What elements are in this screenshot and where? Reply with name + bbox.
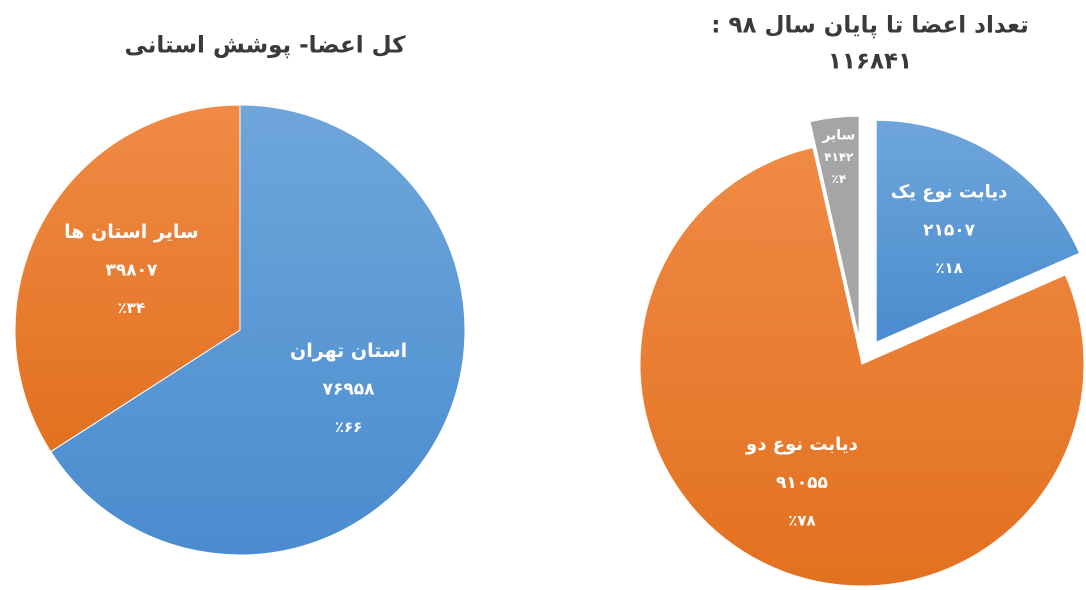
slice-value-label: ۷۶۹۵۸ xyxy=(323,379,376,399)
slice-label: دیابت نوع یک xyxy=(891,182,1008,203)
slice-percent-label: ٪۴ xyxy=(832,172,847,186)
slice-value-label: ۹۱۰۵۵ xyxy=(776,473,828,493)
slice-value-label: ۲۱۵۰۷ xyxy=(923,221,976,241)
slice-percent-label: ٪۶۶ xyxy=(335,418,362,436)
slice-value-label: ۳۹۸۰۷ xyxy=(105,261,158,281)
pie-slice xyxy=(875,119,1081,344)
chart-title: کل اعضا- پوشش استانی xyxy=(125,33,407,59)
pie-slice xyxy=(639,146,1085,587)
pie-slice xyxy=(50,104,466,556)
slice-label: دیابت نوع دو xyxy=(745,434,858,455)
chart-title: تعداد اعضا تا پایان سال ۹۸ : xyxy=(711,13,1028,39)
slice-label: استان تهران xyxy=(290,340,407,362)
slice-percent-label: ٪۱۸ xyxy=(935,259,962,277)
slice-label: سایر xyxy=(821,127,855,143)
slice-percent-label: ٪۳۴ xyxy=(118,299,145,317)
chart-subtitle: ۱۱۶۸۴۱ xyxy=(828,49,912,75)
pie-slice xyxy=(809,115,860,339)
slice-value-label: ۴۱۴۲ xyxy=(824,150,854,164)
slice-label: سایر استان ها xyxy=(64,221,199,243)
slice-percent-label: ٪۷۸ xyxy=(788,511,815,529)
pie-slice xyxy=(14,104,241,453)
